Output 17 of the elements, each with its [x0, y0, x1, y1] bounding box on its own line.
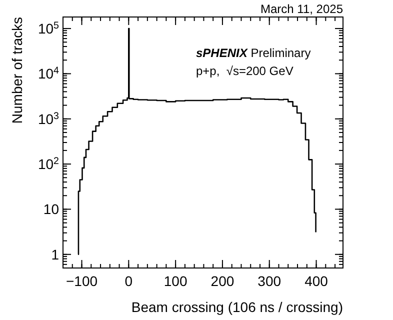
annotation: sPHENIX Preliminary — [196, 46, 311, 60]
y-tick-label: 10$^{4}$ — [38, 65, 60, 82]
y-tick-label: 10 — [43, 201, 60, 218]
annotation: p+p, √s=200 GeV — [196, 64, 294, 78]
x-tick-label: 300 — [258, 273, 282, 289]
y-tick-label: 10$^{2}$ — [38, 156, 59, 172]
x-tick-label: 0 — [124, 273, 133, 289]
y-axis-title: Number of tracks — [9, 17, 25, 124]
text: March 11, 2025 — [260, 2, 344, 16]
x-tick-label: 200 — [210, 273, 234, 289]
y-tick-label: 10$^{3}$ — [38, 110, 60, 127]
x-tick-label: −100 — [66, 273, 98, 289]
x-tick-label: 100 — [164, 273, 188, 289]
x-axis-title: Beam crossing (106 ns / crossing) — [131, 299, 343, 315]
x-tick-label: 400 — [304, 273, 328, 289]
y-tick-label: 10$^{5}$ — [38, 20, 60, 37]
y-tick-label: 1 — [51, 246, 60, 262]
